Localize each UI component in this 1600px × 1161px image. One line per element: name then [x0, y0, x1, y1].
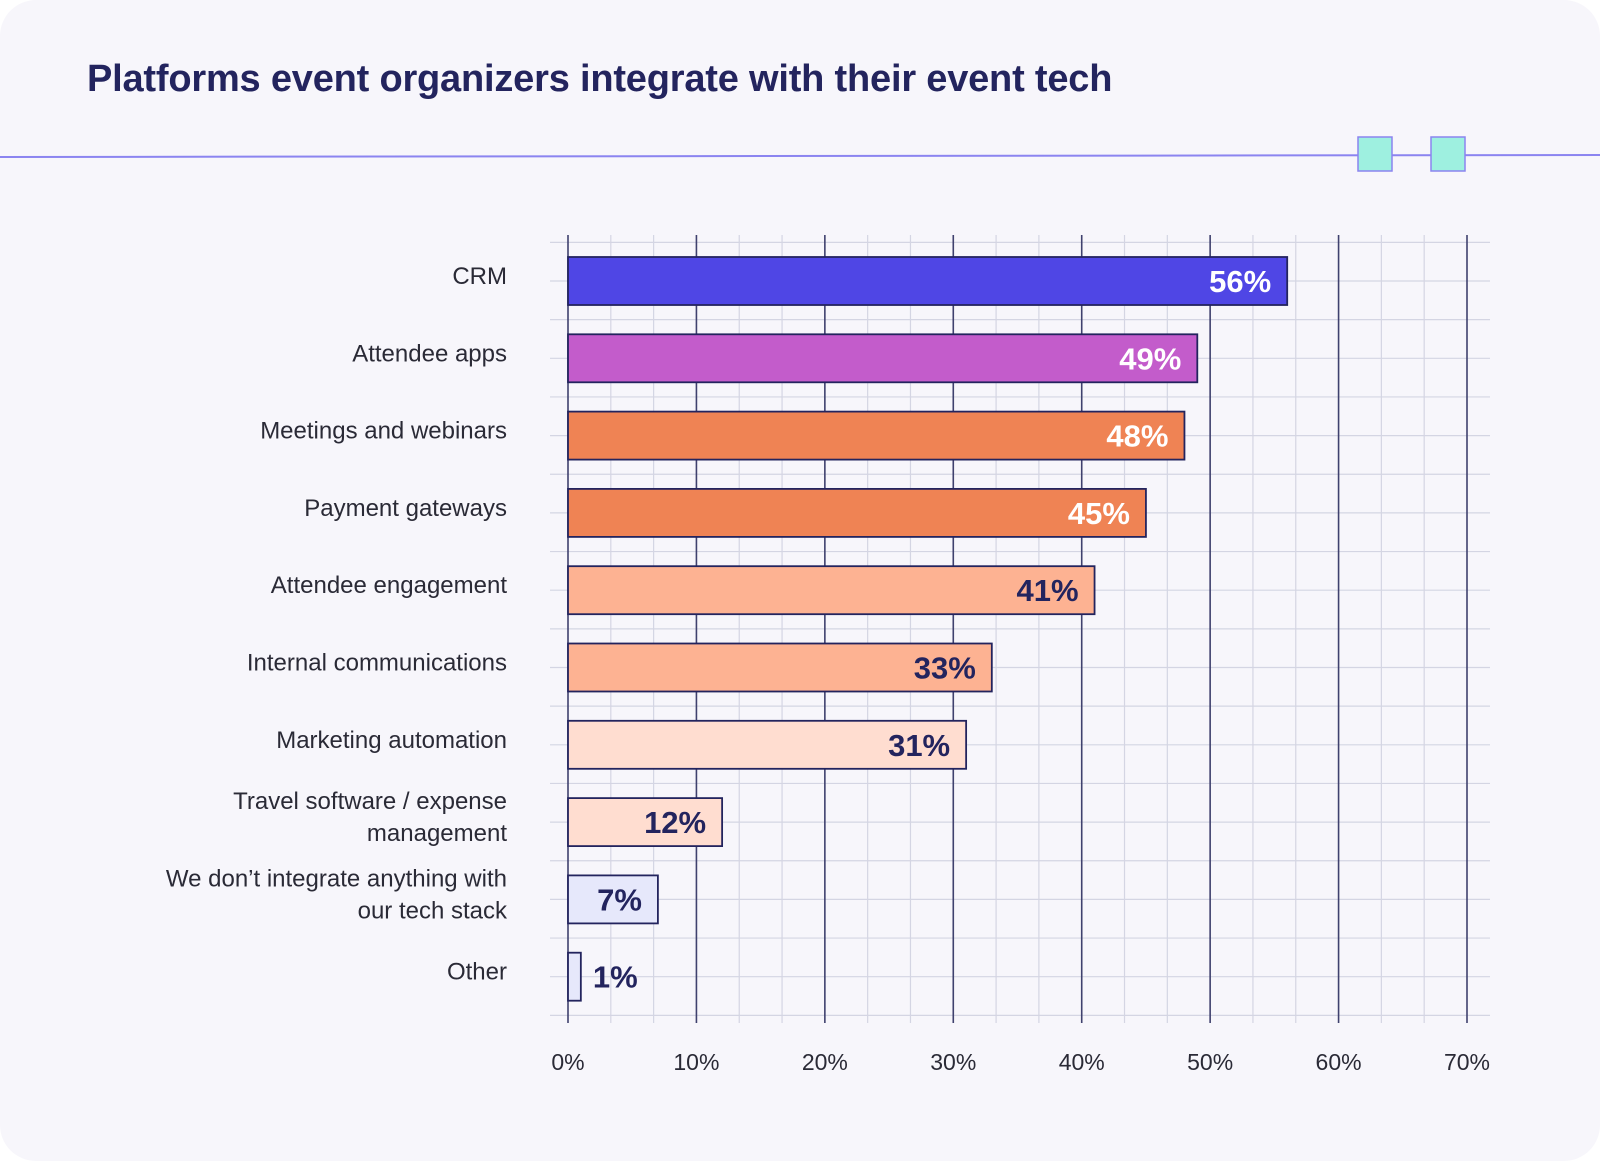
category-label: We don’t integrate anything with	[166, 865, 507, 892]
bar-value-label: 41%	[1017, 573, 1079, 608]
bar-value-label: 1%	[593, 960, 638, 995]
bar	[567, 797, 724, 847]
bar	[567, 719, 968, 770]
category-label: Other	[447, 959, 507, 986]
category-label: management	[367, 820, 507, 847]
bar-value-label: 49%	[1119, 341, 1181, 376]
accent-square-left	[1357, 136, 1393, 172]
bar-value-label: 7%	[597, 882, 642, 917]
category-label: Meetings and webinars	[260, 418, 507, 445]
x-tick-label: 20%	[802, 1049, 848, 1075]
bar-value-label: 33%	[914, 651, 976, 686]
x-tick-label: 50%	[1187, 1049, 1233, 1075]
x-tick-label: 10%	[673, 1049, 719, 1075]
category-label: Attendee engagement	[271, 572, 508, 599]
bar-value-label: 48%	[1106, 419, 1168, 454]
bar	[567, 874, 659, 925]
x-tick-label: 60%	[1316, 1049, 1362, 1075]
category-label: CRM	[452, 263, 507, 290]
bar-value-label: 45%	[1068, 496, 1130, 531]
accent-square-right	[1430, 136, 1466, 172]
bar-value-label: 12%	[644, 805, 706, 840]
bar	[567, 642, 993, 693]
bar-value-label: 31%	[888, 728, 950, 763]
bar	[567, 487, 1147, 538]
header-divider-line	[0, 154, 1600, 158]
category-label: Marketing automation	[276, 727, 507, 754]
bar-value-label: 56%	[1209, 264, 1271, 299]
bar	[567, 333, 1199, 384]
category-label: Travel software / expense	[233, 788, 507, 815]
chart-title: Platforms event organizers integrate wit…	[87, 58, 1113, 100]
category-label: Payment gateways	[304, 495, 507, 522]
category-label: our tech stack	[358, 897, 508, 924]
bar	[567, 951, 582, 1002]
bar	[567, 410, 1186, 461]
category-label: Internal communications	[247, 650, 507, 677]
x-tick-label: 30%	[930, 1049, 976, 1075]
x-tick-label: 0%	[551, 1049, 584, 1075]
x-tick-label: 70%	[1444, 1049, 1490, 1075]
bar	[567, 565, 1096, 616]
category-label: Attendee apps	[352, 340, 507, 367]
x-tick-label: 40%	[1059, 1049, 1105, 1075]
bar	[567, 256, 1289, 306]
